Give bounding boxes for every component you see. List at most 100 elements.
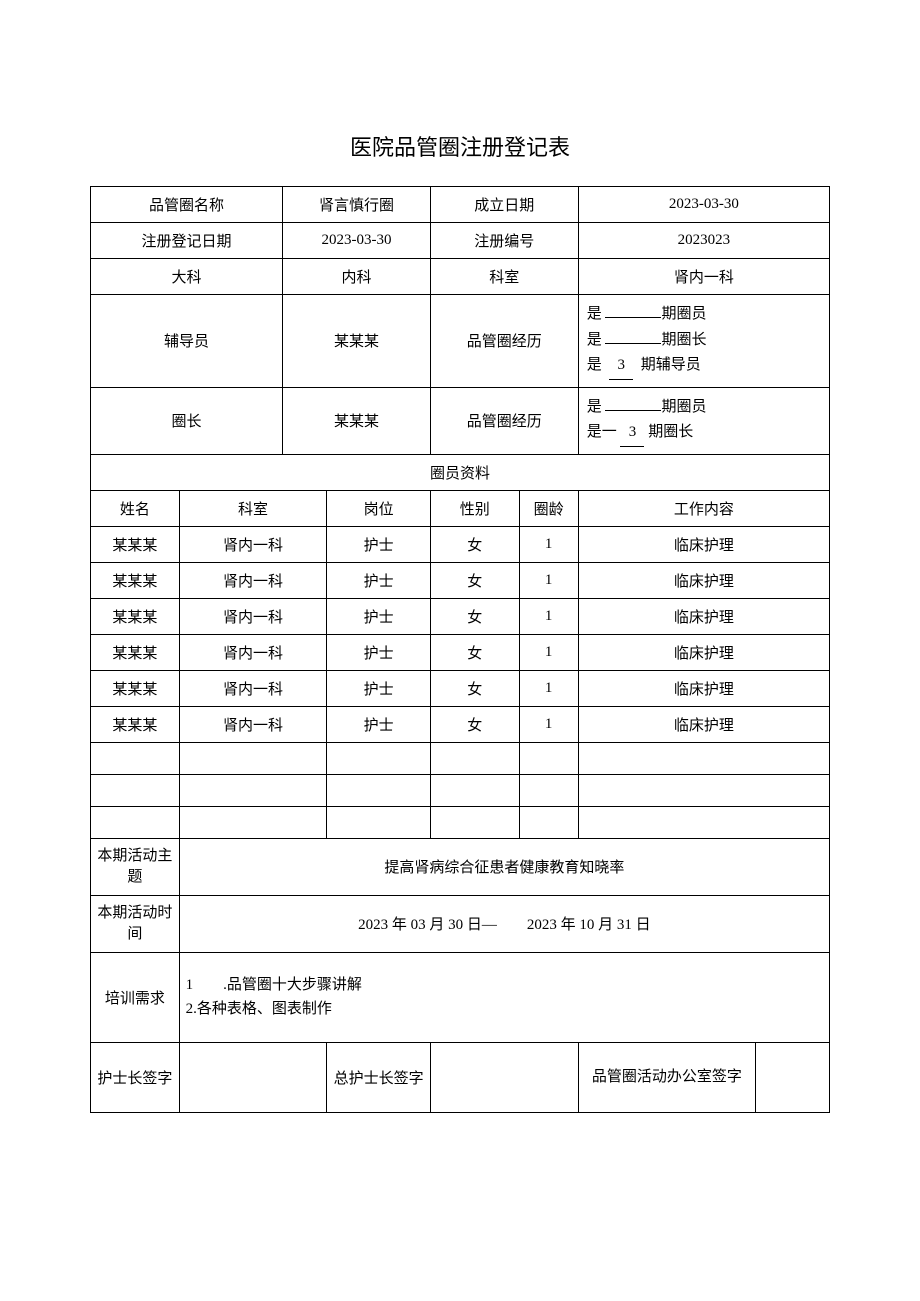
m-gender: 女 bbox=[430, 598, 519, 634]
leader-leader-prefix: 是 bbox=[587, 424, 602, 440]
m-work: 临床护理 bbox=[578, 526, 829, 562]
office-sig-label: 品管圈活动办公室签字 bbox=[578, 1042, 755, 1112]
m-dept: 肾内一科 bbox=[179, 526, 327, 562]
m-work: 临床护理 bbox=[578, 670, 829, 706]
empty-row bbox=[91, 742, 830, 774]
big-dept-value: 内科 bbox=[283, 259, 431, 295]
leader-exp-label: 品管圈经历 bbox=[430, 387, 578, 454]
m-age: 1 bbox=[519, 670, 578, 706]
founding-date-value: 2023-03-30 bbox=[578, 187, 829, 223]
training-line2: 2.各种表格、图表制作 bbox=[186, 1001, 332, 1017]
m-name: 某某某 bbox=[91, 634, 180, 670]
col-age: 圈龄 bbox=[519, 490, 578, 526]
members-section-title: 圈员资料 bbox=[91, 454, 830, 490]
m-name: 某某某 bbox=[91, 706, 180, 742]
period-value: 2023 年 03 月 30 日— 2023 年 10 月 31 日 bbox=[179, 895, 829, 952]
empty-row bbox=[91, 806, 830, 838]
mentor-leader-prefix: 是 bbox=[587, 332, 602, 348]
m-age: 1 bbox=[519, 706, 578, 742]
office-sig-blank bbox=[756, 1042, 830, 1112]
form-title: 医院品管圈注册登记表 bbox=[90, 130, 830, 162]
chief-nurse-sig-label: 总护士长签字 bbox=[327, 1042, 430, 1112]
circle-name-label: 品管圈名称 bbox=[91, 187, 283, 223]
reg-no-value: 2023023 bbox=[578, 223, 829, 259]
m-gender: 女 bbox=[430, 562, 519, 598]
dept-value: 肾内一科 bbox=[578, 259, 829, 295]
period-label: 本期活动时间 bbox=[91, 895, 180, 952]
leader-leader-value: 3 bbox=[620, 420, 644, 447]
blank-line bbox=[605, 396, 661, 411]
reg-date-value: 2023-03-30 bbox=[283, 223, 431, 259]
table-row: 某某某 肾内一科 护士 女 1 临床护理 bbox=[91, 562, 830, 598]
col-work: 工作内容 bbox=[578, 490, 829, 526]
col-dept: 科室 bbox=[179, 490, 327, 526]
m-name: 某某某 bbox=[91, 562, 180, 598]
mentor-mentor-prefix: 是 bbox=[587, 357, 602, 373]
m-age: 1 bbox=[519, 526, 578, 562]
m-dept: 肾内一科 bbox=[179, 562, 327, 598]
leader-exp-value: 是 期圈员 是一 3 期圈长 bbox=[578, 387, 829, 454]
topic-label: 本期活动主题 bbox=[91, 838, 180, 895]
m-position: 护士 bbox=[327, 526, 430, 562]
mentor-exp-value: 是 期圈员 是 期圈长 是 3 期辅导员 bbox=[578, 295, 829, 388]
leader-leader-suffix: 期圈长 bbox=[648, 424, 693, 440]
m-age: 1 bbox=[519, 634, 578, 670]
m-dept: 肾内一科 bbox=[179, 670, 327, 706]
leader-name: 某某某 bbox=[283, 387, 431, 454]
reg-date-label: 注册登记日期 bbox=[91, 223, 283, 259]
m-dept: 肾内一科 bbox=[179, 706, 327, 742]
col-name: 姓名 bbox=[91, 490, 180, 526]
dept-label: 科室 bbox=[430, 259, 578, 295]
m-name: 某某某 bbox=[91, 526, 180, 562]
leader-member-prefix: 是 bbox=[587, 399, 602, 415]
table-row: 某某某 肾内一科 护士 女 1 临床护理 bbox=[91, 670, 830, 706]
m-position: 护士 bbox=[327, 634, 430, 670]
mentor-name: 某某某 bbox=[283, 295, 431, 388]
reg-no-label: 注册编号 bbox=[430, 223, 578, 259]
m-age: 1 bbox=[519, 562, 578, 598]
blank-line bbox=[605, 303, 661, 318]
mentor-label: 辅导员 bbox=[91, 295, 283, 388]
table-row: 某某某 肾内一科 护士 女 1 临床护理 bbox=[91, 598, 830, 634]
training-value: 1 .品管圈十大步骤讲解 2.各种表格、图表制作 bbox=[179, 952, 829, 1042]
training-line1: 1 .品管圈十大步骤讲解 bbox=[186, 977, 362, 993]
leader-label: 圈长 bbox=[91, 387, 283, 454]
empty-row bbox=[91, 774, 830, 806]
blank-line bbox=[605, 329, 661, 344]
mentor-member-prefix: 是 bbox=[587, 306, 602, 322]
table-row: 某某某 肾内一科 护士 女 1 临床护理 bbox=[91, 634, 830, 670]
topic-value: 提高肾病综合征患者健康教育知晓率 bbox=[179, 838, 829, 895]
m-dept: 肾内一科 bbox=[179, 598, 327, 634]
table-row: 某某某 肾内一科 护士 女 1 临床护理 bbox=[91, 526, 830, 562]
m-dept: 肾内一科 bbox=[179, 634, 327, 670]
founding-date-label: 成立日期 bbox=[430, 187, 578, 223]
nurse-head-sig-blank bbox=[179, 1042, 327, 1112]
m-gender: 女 bbox=[430, 706, 519, 742]
registration-table: 品管圈名称 肾言慎行圈 成立日期 2023-03-30 注册登记日期 2023-… bbox=[90, 186, 830, 1113]
circle-name-value: 肾言慎行圈 bbox=[283, 187, 431, 223]
m-position: 护士 bbox=[327, 670, 430, 706]
dash: 一 bbox=[602, 424, 621, 440]
m-work: 临床护理 bbox=[578, 598, 829, 634]
chief-nurse-sig-blank bbox=[430, 1042, 578, 1112]
m-age: 1 bbox=[519, 598, 578, 634]
training-label: 培训需求 bbox=[91, 952, 180, 1042]
m-work: 临床护理 bbox=[578, 706, 829, 742]
mentor-mentor-value: 3 bbox=[609, 353, 633, 380]
m-gender: 女 bbox=[430, 526, 519, 562]
m-position: 护士 bbox=[327, 598, 430, 634]
m-gender: 女 bbox=[430, 670, 519, 706]
big-dept-label: 大科 bbox=[91, 259, 283, 295]
nurse-head-sig-label: 护士长签字 bbox=[91, 1042, 180, 1112]
m-position: 护士 bbox=[327, 562, 430, 598]
mentor-mentor-suffix: 期辅导员 bbox=[641, 357, 701, 373]
m-gender: 女 bbox=[430, 634, 519, 670]
mentor-member-suffix: 期圈员 bbox=[661, 306, 706, 322]
mentor-exp-label: 品管圈经历 bbox=[430, 295, 578, 388]
m-position: 护士 bbox=[327, 706, 430, 742]
m-name: 某某某 bbox=[91, 670, 180, 706]
col-position: 岗位 bbox=[327, 490, 430, 526]
m-name: 某某某 bbox=[91, 598, 180, 634]
m-work: 临床护理 bbox=[578, 562, 829, 598]
table-row: 某某某 肾内一科 护士 女 1 临床护理 bbox=[91, 706, 830, 742]
